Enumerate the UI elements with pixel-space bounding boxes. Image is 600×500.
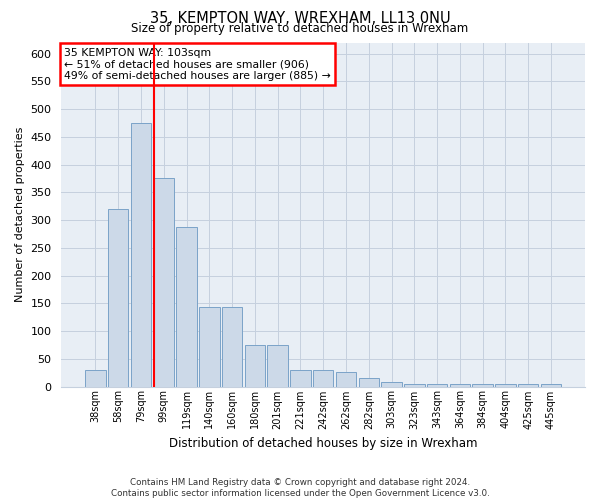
Bar bbox=[541, 384, 561, 386]
Bar bbox=[336, 372, 356, 386]
Bar bbox=[199, 307, 220, 386]
Bar bbox=[495, 384, 515, 386]
Text: Contains HM Land Registry data © Crown copyright and database right 2024.
Contai: Contains HM Land Registry data © Crown c… bbox=[110, 478, 490, 498]
Bar bbox=[449, 384, 470, 386]
Bar bbox=[222, 307, 242, 386]
Text: Size of property relative to detached houses in Wrexham: Size of property relative to detached ho… bbox=[131, 22, 469, 35]
Bar bbox=[427, 384, 448, 386]
Text: 35 KEMPTON WAY: 103sqm
← 51% of detached houses are smaller (906)
49% of semi-de: 35 KEMPTON WAY: 103sqm ← 51% of detached… bbox=[64, 48, 331, 81]
Y-axis label: Number of detached properties: Number of detached properties bbox=[15, 127, 25, 302]
Bar bbox=[176, 226, 197, 386]
Bar bbox=[472, 384, 493, 386]
Bar bbox=[404, 384, 425, 386]
Bar bbox=[381, 382, 402, 386]
X-axis label: Distribution of detached houses by size in Wrexham: Distribution of detached houses by size … bbox=[169, 437, 478, 450]
Bar bbox=[359, 378, 379, 386]
Bar bbox=[245, 345, 265, 387]
Bar bbox=[290, 370, 311, 386]
Bar bbox=[108, 209, 128, 386]
Bar bbox=[85, 370, 106, 386]
Bar bbox=[154, 178, 174, 386]
Bar bbox=[313, 370, 334, 386]
Text: 35, KEMPTON WAY, WREXHAM, LL13 0NU: 35, KEMPTON WAY, WREXHAM, LL13 0NU bbox=[149, 11, 451, 26]
Bar bbox=[518, 384, 538, 386]
Bar bbox=[131, 123, 151, 386]
Bar bbox=[268, 345, 288, 387]
